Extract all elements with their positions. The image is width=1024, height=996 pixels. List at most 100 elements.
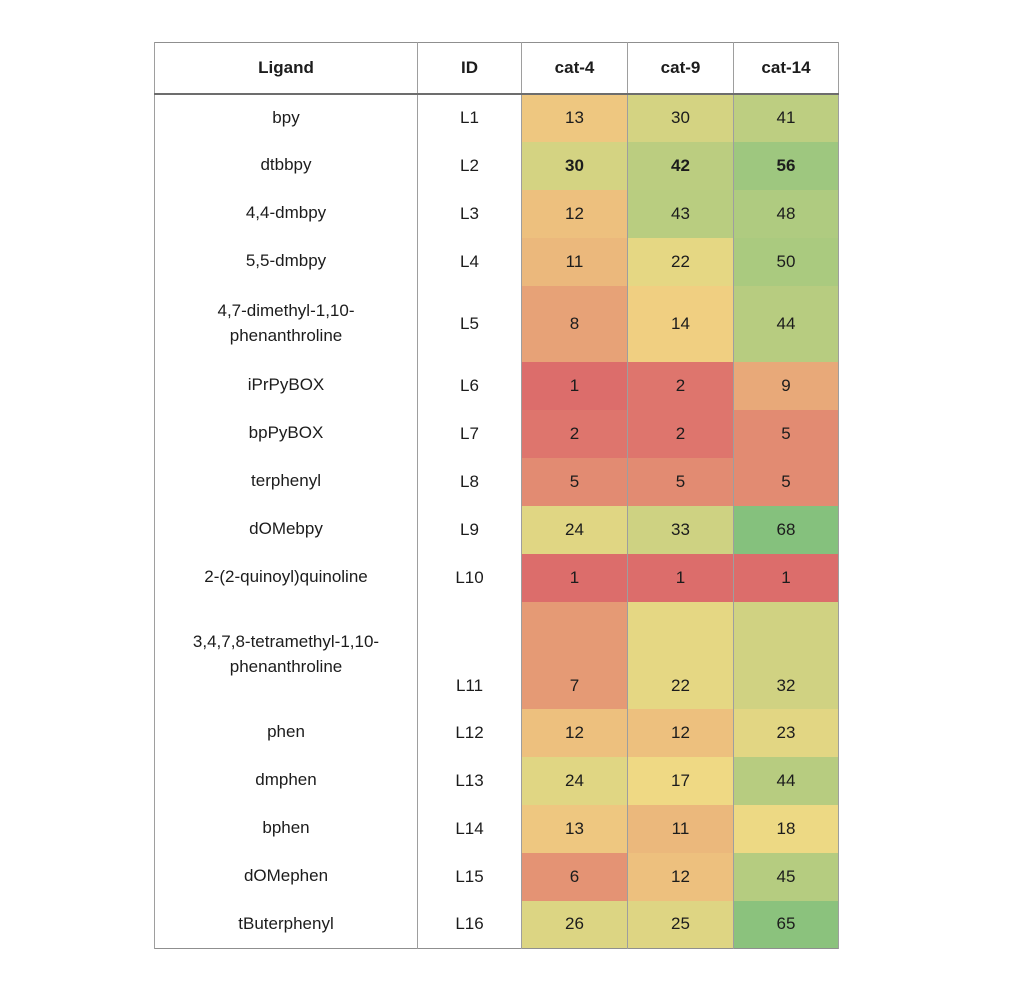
ligand-cell: bphen <box>154 804 418 853</box>
value-cell: 1 <box>521 553 628 602</box>
ligand-cell: 2-(2-quinoyl)quinoline <box>154 553 418 602</box>
id-cell: L11 <box>417 601 522 709</box>
value-cell: 48 <box>733 189 839 238</box>
value-cell: 1 <box>733 553 839 602</box>
ligand-cell: 4,7-dimethyl-1,10- phenanthroline <box>154 285 418 362</box>
ligand-cell: iPrPyBOX <box>154 361 418 410</box>
ligand-cell: tButerphenyl <box>154 900 418 949</box>
value-cell: 22 <box>627 601 734 709</box>
id-cell: L13 <box>417 756 522 805</box>
id-cell: L1 <box>417 93 522 142</box>
value-cell: 30 <box>521 141 628 190</box>
value-cell: 22 <box>627 237 734 286</box>
value-cell: 12 <box>627 708 734 757</box>
value-cell: 68 <box>733 505 839 554</box>
value-cell: 43 <box>627 189 734 238</box>
value-cell: 14 <box>627 285 734 362</box>
value-cell: 23 <box>733 708 839 757</box>
value-cell: 33 <box>627 505 734 554</box>
id-cell: L7 <box>417 409 522 458</box>
ligand-cell: 3,4,7,8-tetramethyl-1,10- phenanthroline <box>154 601 418 709</box>
value-cell: 5 <box>627 457 734 506</box>
table-row-l13: dmphen L13 24 17 44 <box>154 756 839 805</box>
id-cell: L15 <box>417 852 522 901</box>
table-row-l1: bpy L1 13 30 41 <box>154 93 839 142</box>
value-cell: 2 <box>627 409 734 458</box>
value-cell: 12 <box>521 189 628 238</box>
table-row-l6: iPrPyBOX L6 1 2 9 <box>154 361 839 410</box>
id-cell: L6 <box>417 361 522 410</box>
value-cell: 24 <box>521 505 628 554</box>
value-cell: 6 <box>521 852 628 901</box>
column-header-cat14: cat-14 <box>733 42 839 95</box>
table-row-l10: 2-(2-quinoyl)quinoline L10 1 1 1 <box>154 553 839 602</box>
table-row-l7: bpPyBOX L7 2 2 5 <box>154 409 839 458</box>
ligand-cell: 4,4-dmbpy <box>154 189 418 238</box>
id-cell: L2 <box>417 141 522 190</box>
value-cell: 56 <box>733 141 839 190</box>
value-cell: 44 <box>733 756 839 805</box>
id-cell: L4 <box>417 237 522 286</box>
id-cell: L16 <box>417 900 522 949</box>
value-cell: 26 <box>521 900 628 949</box>
ligand-cell: terphenyl <box>154 457 418 506</box>
table-row-l2: dtbbpy L2 30 42 56 <box>154 141 839 190</box>
ligand-cell: 5,5-dmbpy <box>154 237 418 286</box>
column-header-id: ID <box>417 42 522 95</box>
column-header-ligand: Ligand <box>154 42 418 95</box>
column-header-cat9: cat-9 <box>627 42 734 95</box>
table-row-l15: dOMephen L15 6 12 45 <box>154 852 839 901</box>
value-cell: 13 <box>521 93 628 142</box>
value-cell: 1 <box>627 553 734 602</box>
table-row-l16: tButerphenyl L16 26 25 65 <box>154 900 839 949</box>
table-row-l4: 5,5-dmbpy L4 11 22 50 <box>154 237 839 286</box>
value-cell: 42 <box>627 141 734 190</box>
id-cell: L3 <box>417 189 522 238</box>
value-cell: 8 <box>521 285 628 362</box>
id-cell: L9 <box>417 505 522 554</box>
value-cell: 13 <box>521 804 628 853</box>
id-cell: L14 <box>417 804 522 853</box>
table-row-l11: 3,4,7,8-tetramethyl-1,10- phenanthroline… <box>154 601 839 709</box>
table-row-l5: 4,7-dimethyl-1,10- phenanthroline L5 8 1… <box>154 285 839 362</box>
header-row: Ligand ID cat-4 cat-9 cat-14 <box>154 42 839 95</box>
table-row-l14: bphen L14 13 11 18 <box>154 804 839 853</box>
ligand-cell: dmphen <box>154 756 418 805</box>
ligand-cell: bpPyBOX <box>154 409 418 458</box>
column-header-cat4: cat-4 <box>521 42 628 95</box>
table-row-l3: 4,4-dmbpy L3 12 43 48 <box>154 189 839 238</box>
value-cell: 45 <box>733 852 839 901</box>
id-cell: L12 <box>417 708 522 757</box>
ligand-cell: dtbbpy <box>154 141 418 190</box>
id-cell: L8 <box>417 457 522 506</box>
value-cell: 2 <box>521 409 628 458</box>
value-cell: 9 <box>733 361 839 410</box>
value-cell: 30 <box>627 93 734 142</box>
value-cell: 5 <box>733 457 839 506</box>
value-cell: 24 <box>521 756 628 805</box>
ligand-cell: phen <box>154 708 418 757</box>
id-cell: L10 <box>417 553 522 602</box>
value-cell: 12 <box>521 708 628 757</box>
value-cell: 11 <box>627 804 734 853</box>
value-cell: 17 <box>627 756 734 805</box>
value-cell: 5 <box>733 409 839 458</box>
table-row-l8: terphenyl L8 5 5 5 <box>154 457 839 506</box>
value-cell: 32 <box>733 601 839 709</box>
value-cell: 41 <box>733 93 839 142</box>
value-cell: 50 <box>733 237 839 286</box>
value-cell: 1 <box>521 361 628 410</box>
ligand-cell: dOMebpy <box>154 505 418 554</box>
value-cell: 25 <box>627 900 734 949</box>
table-row-l9: dOMebpy L9 24 33 68 <box>154 505 839 554</box>
value-cell: 5 <box>521 457 628 506</box>
ligand-yield-heatmap-table: Ligand ID cat-4 cat-9 cat-14 bpy L1 13 3… <box>154 42 839 949</box>
value-cell: 2 <box>627 361 734 410</box>
ligand-cell: dOMephen <box>154 852 418 901</box>
value-cell: 65 <box>733 900 839 949</box>
table-row-l12: phen L12 12 12 23 <box>154 708 839 757</box>
ligand-cell: bpy <box>154 93 418 142</box>
value-cell: 44 <box>733 285 839 362</box>
value-cell: 18 <box>733 804 839 853</box>
value-cell: 12 <box>627 852 734 901</box>
